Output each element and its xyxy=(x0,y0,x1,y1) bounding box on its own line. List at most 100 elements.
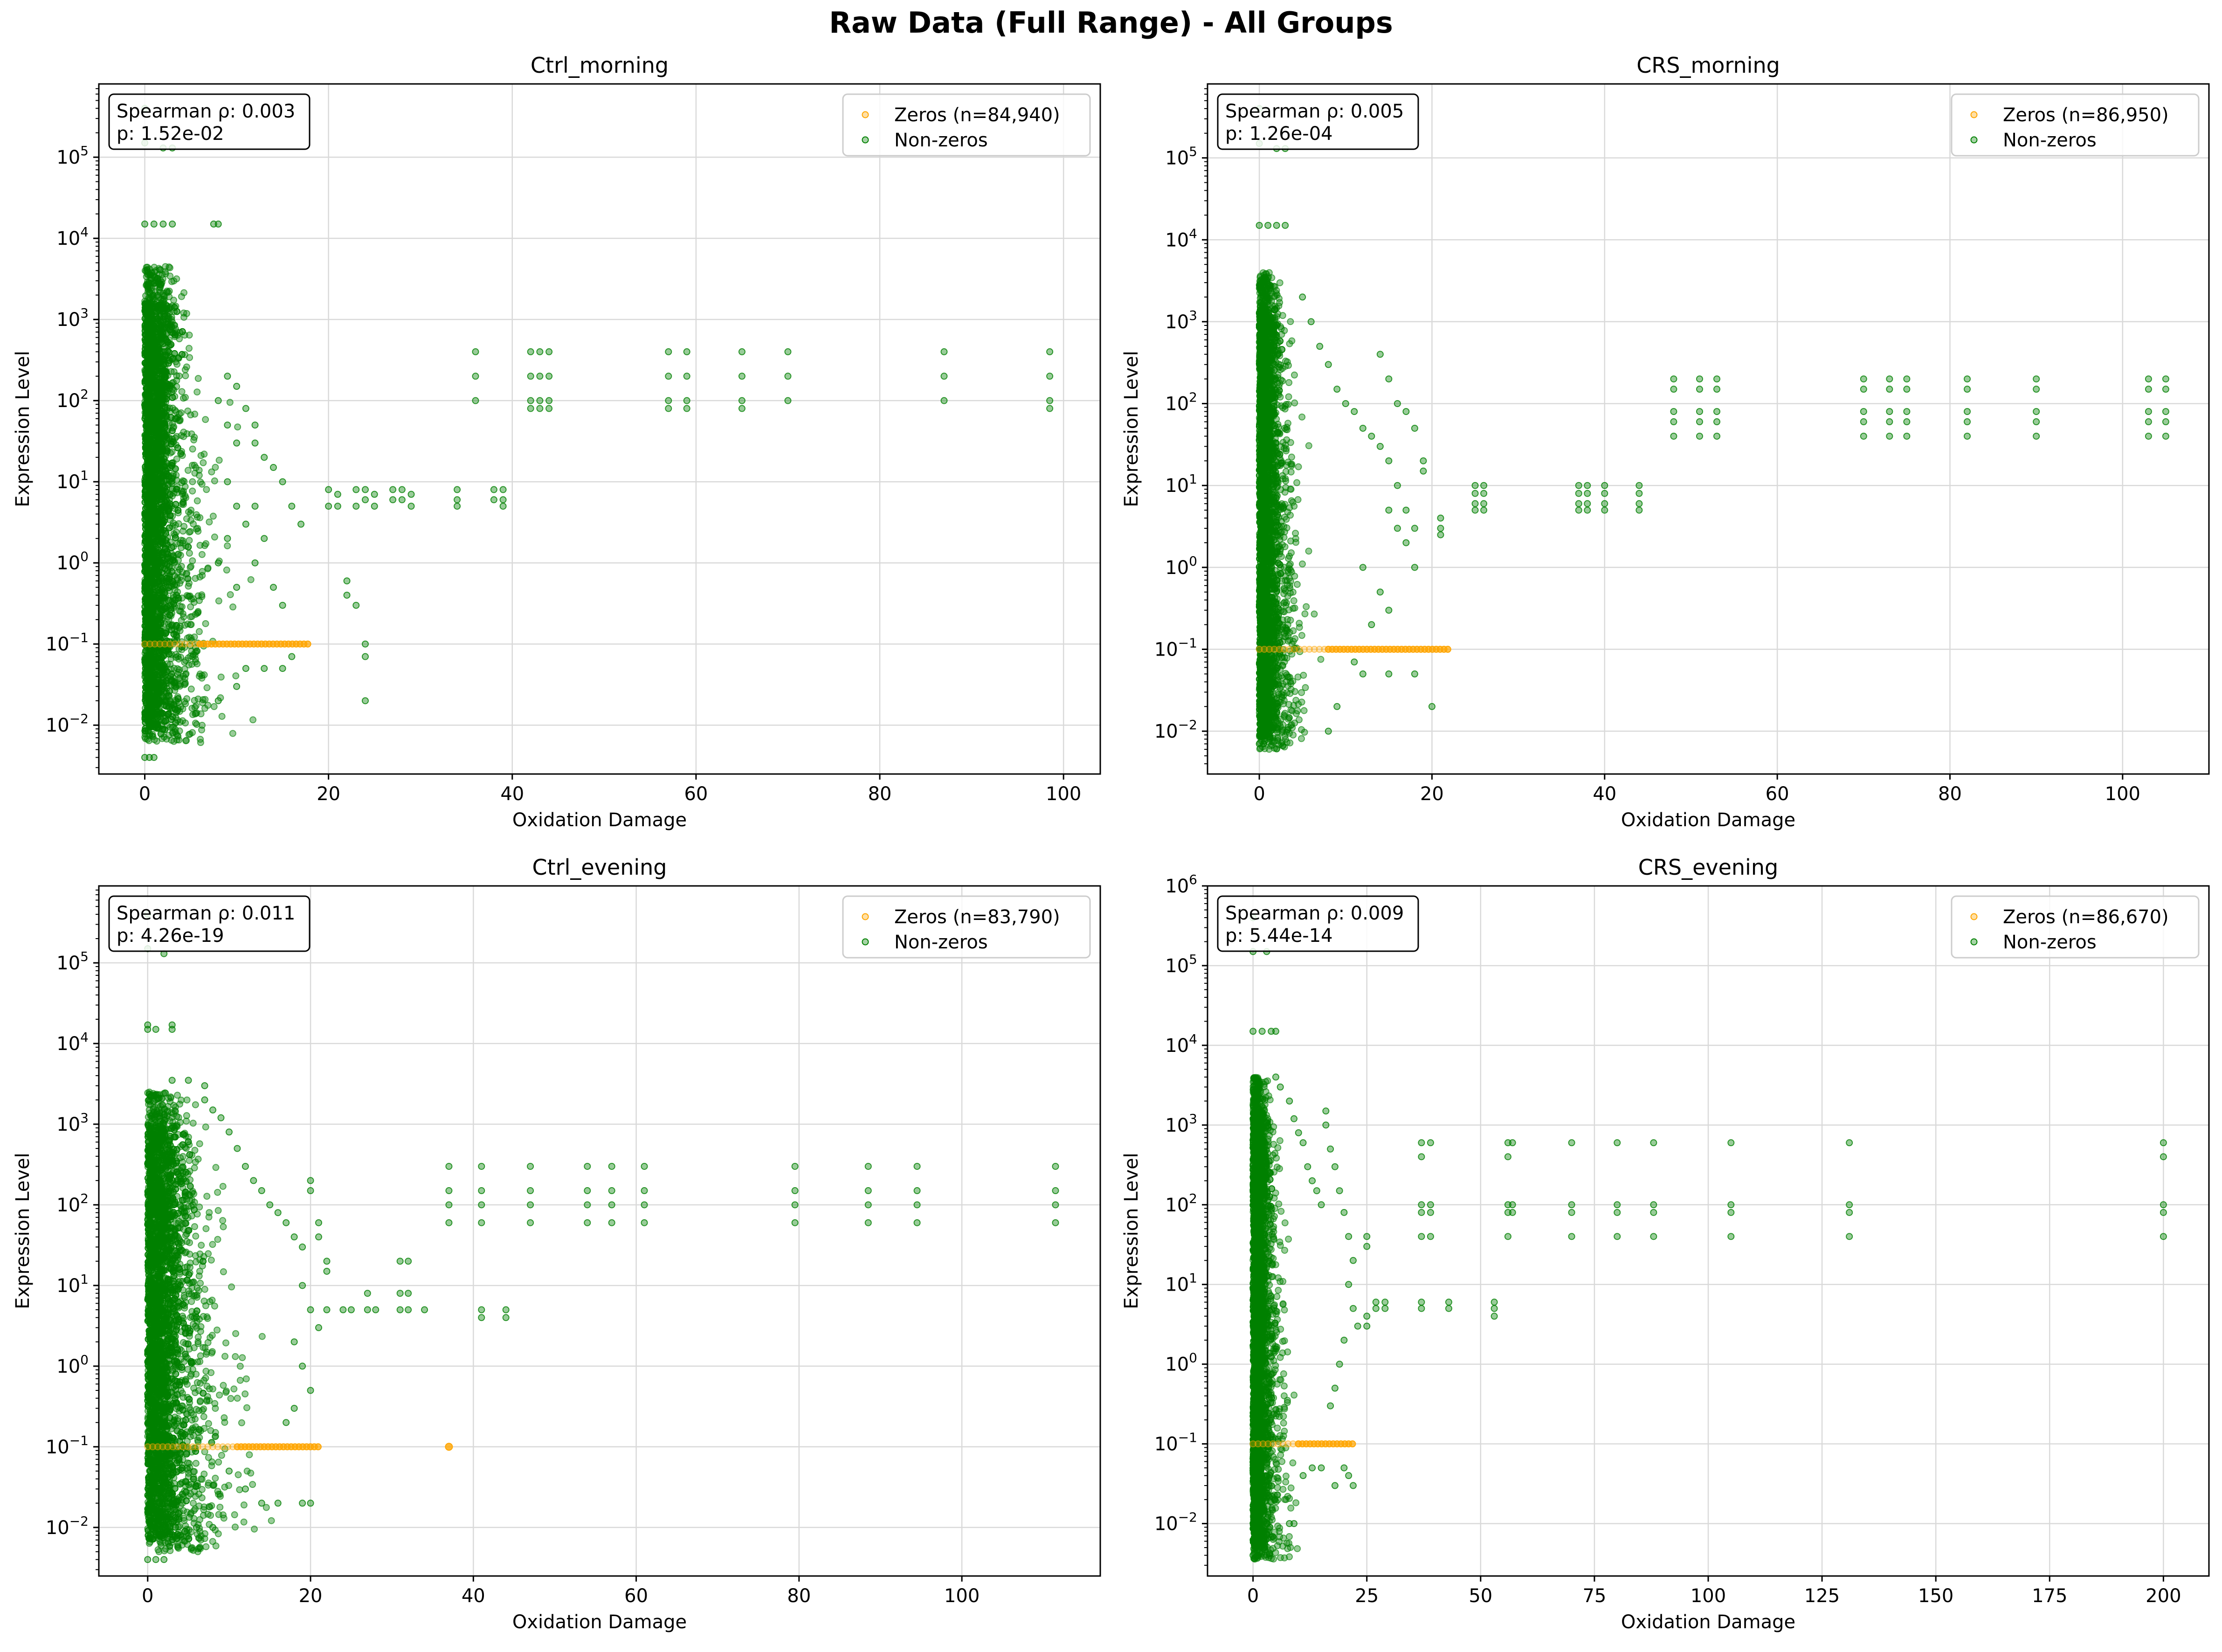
nonzero-point xyxy=(269,584,277,591)
nonzero-point xyxy=(146,549,154,556)
nonzero-point xyxy=(297,520,305,528)
nonzero-point xyxy=(163,413,170,420)
nonzero-point xyxy=(145,718,153,725)
nonzero-point xyxy=(179,328,186,335)
figure-title: Raw Data (Full Range) - All Groups xyxy=(829,6,1393,40)
nonzero-point xyxy=(1290,702,1297,709)
nonzero-point xyxy=(215,456,223,464)
nonzero-point xyxy=(1265,746,1273,753)
nonzero-point xyxy=(683,373,690,380)
legend-label-nonzeros: Non-zeros xyxy=(894,130,988,151)
nonzero-point xyxy=(288,503,296,510)
nonzero-point xyxy=(527,373,534,380)
nonzero-point xyxy=(249,716,257,724)
nonzero-point xyxy=(143,539,150,546)
nonzero-point xyxy=(159,516,166,524)
nonzero-point xyxy=(1257,299,1264,306)
nonzero-point xyxy=(1046,397,1054,404)
nonzero-point xyxy=(200,450,208,458)
nonzero-point xyxy=(536,373,544,380)
nonzero-point xyxy=(1276,279,1284,286)
nonzero-point xyxy=(218,712,226,720)
x-tick-label: 60 xyxy=(684,783,708,805)
nonzero-point xyxy=(146,516,153,524)
nonzero-point xyxy=(204,565,212,573)
nonzero-point xyxy=(279,665,286,672)
nonzero-point xyxy=(166,326,173,334)
nonzero-point xyxy=(183,737,190,744)
nonzero-point xyxy=(173,308,180,315)
nonzero-point xyxy=(166,611,173,619)
nonzero-point xyxy=(169,221,176,228)
nonzero-point xyxy=(352,486,360,493)
nonzero-point xyxy=(1287,318,1294,325)
nonzero-point xyxy=(154,406,161,413)
nonzero-point xyxy=(189,462,196,469)
nonzero-point xyxy=(1288,337,1296,345)
nonzero-point xyxy=(178,293,185,300)
nonzero-point xyxy=(190,436,198,444)
nonzero-point xyxy=(184,467,192,474)
nonzero-point xyxy=(361,486,369,493)
nonzero-point xyxy=(371,491,378,498)
zero-point xyxy=(304,640,311,648)
nonzero-point xyxy=(1279,312,1286,319)
nonzero-point xyxy=(174,444,181,452)
nonzero-point xyxy=(1301,728,1308,736)
nonzero-point xyxy=(174,594,182,602)
nonzero-point xyxy=(242,665,249,672)
nonzero-point xyxy=(173,622,180,629)
nonzero-point xyxy=(144,353,151,360)
nonzero-point xyxy=(161,420,168,427)
nonzero-point xyxy=(1285,393,1292,401)
nonzero-point xyxy=(178,432,185,439)
nonzero-point xyxy=(179,394,187,402)
nonzero-point xyxy=(168,462,175,469)
nonzero-point xyxy=(223,567,230,574)
nonzero-point xyxy=(261,665,268,672)
nonzero-point xyxy=(146,289,153,296)
nonzero-point xyxy=(195,466,203,474)
nonzero-point xyxy=(150,753,158,761)
nonzero-point xyxy=(251,439,259,447)
nonzero-point xyxy=(1298,632,1305,639)
nonzero-point xyxy=(194,608,202,615)
nonzero-point xyxy=(183,570,190,578)
nonzero-point xyxy=(173,730,180,737)
nonzero-point xyxy=(665,348,672,355)
nonzero-point xyxy=(214,697,222,705)
nonzero-point xyxy=(159,492,166,500)
nonzero-point xyxy=(683,397,690,404)
nonzero-point xyxy=(165,597,172,604)
y-tick-label: 105 xyxy=(56,143,89,168)
nonzero-point xyxy=(1291,604,1298,612)
nonzero-point xyxy=(214,221,222,228)
nonzero-point xyxy=(153,343,161,351)
zero-point xyxy=(196,640,204,648)
nonzero-point xyxy=(784,348,792,355)
legend-marker-nonzeros xyxy=(862,136,869,144)
nonzero-point xyxy=(161,698,168,705)
nonzero-point xyxy=(151,323,158,330)
nonzero-point xyxy=(163,368,170,376)
nonzero-point xyxy=(152,464,159,472)
nonzero-point xyxy=(185,654,192,662)
nonzero-point xyxy=(1282,357,1289,365)
nonzero-point xyxy=(343,591,351,599)
nonzero-point xyxy=(200,459,207,466)
nonzero-point xyxy=(166,687,173,695)
nonzero-point xyxy=(179,537,186,545)
nonzero-point xyxy=(180,523,188,530)
nonzero-point xyxy=(150,221,158,228)
nonzero-point xyxy=(1311,610,1318,618)
nonzero-point xyxy=(200,696,207,704)
nonzero-point xyxy=(251,422,259,429)
nonzero-point xyxy=(183,515,190,523)
nonzero-point xyxy=(188,705,196,712)
nonzero-point xyxy=(361,496,369,504)
nonzero-point xyxy=(1287,485,1294,493)
nonzero-point xyxy=(144,672,152,679)
nonzero-point xyxy=(193,388,201,396)
nonzero-point xyxy=(536,348,544,355)
y-tick-label: 100 xyxy=(56,549,89,574)
